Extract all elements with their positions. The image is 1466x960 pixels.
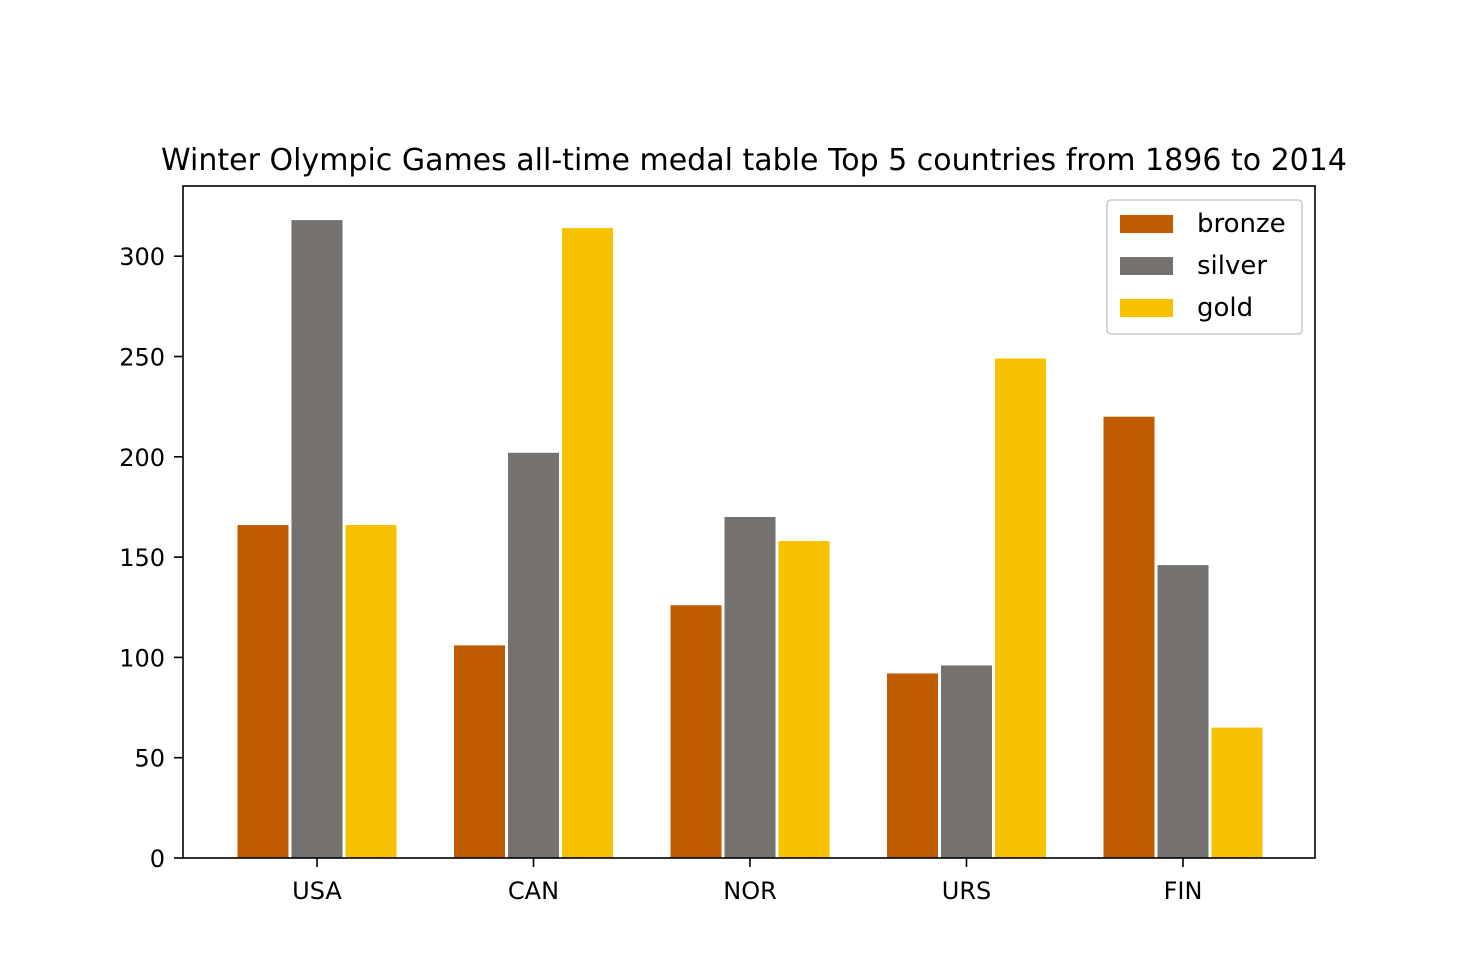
chart-title: Winter Olympic Games all-time medal tabl… bbox=[161, 143, 1347, 178]
bar-silver-can bbox=[508, 452, 559, 858]
bar-silver-fin bbox=[1157, 565, 1209, 858]
bar-bronze-usa bbox=[237, 525, 289, 858]
x-tick-label-fin: FIN bbox=[1164, 877, 1203, 905]
legend-swatch-gold bbox=[1120, 299, 1173, 317]
bar-gold-usa bbox=[345, 525, 397, 858]
bar-silver-usa bbox=[291, 220, 343, 858]
bar-bronze-nor bbox=[670, 605, 722, 858]
legend-swatch-bronze bbox=[1120, 215, 1173, 233]
y-tick-label: 150 bbox=[119, 544, 165, 572]
y-tick-label: 250 bbox=[119, 344, 165, 372]
x-tick-label-can: CAN bbox=[508, 877, 559, 905]
bar-gold-nor bbox=[778, 541, 830, 858]
legend-label-bronze: bronze bbox=[1197, 209, 1286, 239]
y-tick-label: 300 bbox=[119, 243, 165, 271]
bar-gold-can bbox=[562, 228, 613, 858]
legend-label-silver: silver bbox=[1197, 251, 1267, 281]
bars-group bbox=[237, 220, 1263, 858]
bar-gold-fin bbox=[1211, 727, 1263, 858]
x-tick-label-urs: URS bbox=[942, 877, 991, 905]
bar-bronze-urs bbox=[887, 673, 938, 858]
bar-bronze-fin bbox=[1103, 416, 1155, 858]
axes-group: 0 50 100 150 200 250 300 USA CAN NOR URS FIN bbox=[119, 185, 1316, 905]
bar-silver-urs bbox=[941, 665, 992, 858]
plot-frame bbox=[182, 185, 1316, 859]
bar-silver-nor bbox=[724, 516, 776, 858]
legend-label-gold: gold bbox=[1197, 293, 1253, 323]
y-tick-label: 100 bbox=[119, 644, 165, 672]
x-tick-label-nor: NOR bbox=[723, 877, 777, 905]
y-tick-label: 0 bbox=[150, 845, 165, 873]
legend: bronze silver gold bbox=[1106, 199, 1303, 335]
bar-gold-urs bbox=[995, 358, 1046, 858]
bar-bronze-can bbox=[454, 645, 505, 858]
legend-swatch-silver bbox=[1120, 257, 1173, 275]
x-tick-label-usa: USA bbox=[292, 877, 342, 905]
y-tick-label: 200 bbox=[119, 444, 165, 472]
y-tick-label: 50 bbox=[134, 745, 165, 773]
